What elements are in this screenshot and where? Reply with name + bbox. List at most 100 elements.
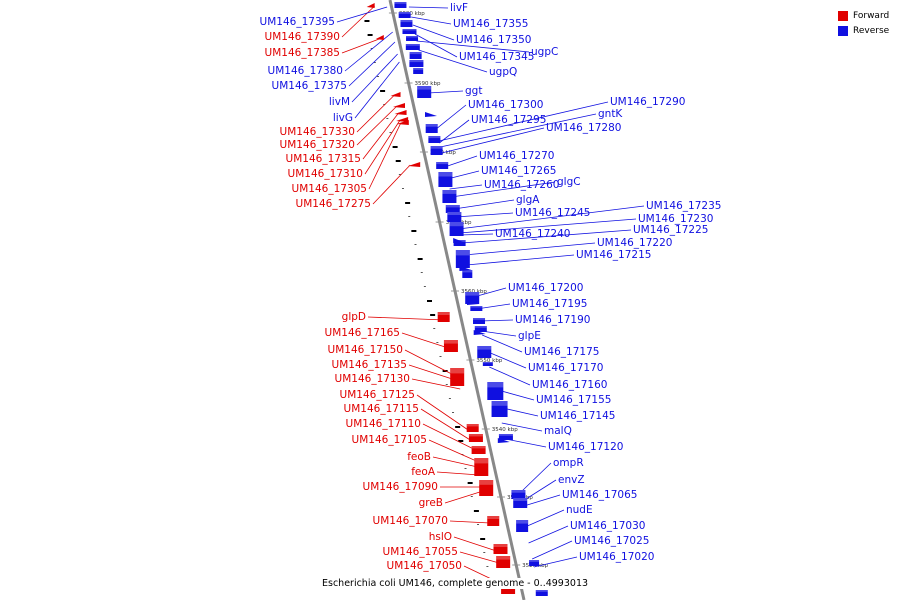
minor-feature-mark <box>405 202 411 204</box>
forward-feature <box>471 446 486 454</box>
reverse-feature <box>453 238 464 243</box>
leader-line <box>411 378 461 390</box>
leader-line <box>444 155 478 168</box>
gene-label: feoB <box>407 451 431 463</box>
gene-label: envZ <box>558 474 585 486</box>
reverse-feature <box>425 124 438 133</box>
gene-label: UM146_17135 <box>332 359 407 371</box>
forward-feature <box>437 312 450 322</box>
minor-feature-mark <box>464 468 467 469</box>
minor-feature-mark <box>414 244 417 245</box>
gene-label: glpD <box>342 311 366 323</box>
gene-label: UM146_17375 <box>272 80 347 92</box>
legend-label: Reverse <box>853 25 890 36</box>
reverse-feature <box>405 44 420 50</box>
forward-feature <box>474 458 489 476</box>
minor-feature-mark <box>420 272 423 273</box>
forward-feature <box>375 35 384 40</box>
minor-feature-mark <box>470 496 473 497</box>
leader-line <box>372 164 411 205</box>
reverse-feature <box>513 498 528 508</box>
forward-feature <box>450 368 465 386</box>
gene-label: UM146_17305 <box>292 183 367 195</box>
forward-feature <box>496 556 511 568</box>
gene-label: UM146_17390 <box>265 31 340 43</box>
legend-label: Forward <box>853 10 890 21</box>
reverse-feature <box>470 306 483 311</box>
leader-line <box>449 184 483 190</box>
minor-feature-mark <box>398 174 401 175</box>
minor-feature-mark <box>467 482 473 484</box>
leader-line <box>532 540 573 560</box>
leader-line <box>459 233 494 236</box>
gene-label: UM146_17170 <box>528 362 603 374</box>
gene-label: ggt <box>465 85 482 97</box>
reverse-feature <box>497 438 510 443</box>
leader-line <box>408 6 449 9</box>
leader-line <box>455 212 514 218</box>
reverse-feature <box>462 270 473 278</box>
minor-feature-mark <box>477 524 480 525</box>
gene-label: glgC <box>557 176 581 188</box>
leader-line <box>367 316 445 321</box>
leader-line <box>364 119 401 175</box>
minor-feature-mark <box>380 90 386 92</box>
reverse-swatch <box>838 25 848 36</box>
reverse-feature <box>511 490 526 499</box>
leader-line <box>528 525 569 544</box>
gene-label: UM146_17195 <box>512 298 587 310</box>
gene-label: ompR <box>553 457 584 469</box>
leader-line <box>517 462 552 496</box>
leader-line <box>464 242 596 256</box>
reverse-feature <box>455 250 470 268</box>
minor-feature-mark <box>376 76 379 77</box>
minor-feature-mark <box>452 412 455 413</box>
minor-feature-mark <box>408 216 411 217</box>
reverse-feature <box>473 318 486 324</box>
gene-label: UM146_17395 <box>260 16 335 28</box>
reverse-feature <box>442 190 457 203</box>
leader-line <box>458 205 645 230</box>
leader-line <box>533 556 578 568</box>
reverse-feature <box>400 20 413 27</box>
reverse-feature <box>406 36 419 41</box>
reverse-feature <box>529 560 540 566</box>
gene-label: UM146_17245 <box>515 207 590 219</box>
gene-label: malQ <box>544 425 572 437</box>
gene-label: UM146_17200 <box>508 282 583 294</box>
gene-label: UM146_17050 <box>387 560 462 572</box>
leader-line <box>418 49 488 73</box>
gene-label: UM146_17290 <box>610 96 685 108</box>
leader-line <box>444 490 484 504</box>
gene-label: UM146_17350 <box>456 34 531 46</box>
leader-line <box>524 509 565 528</box>
reverse-feature <box>402 29 417 34</box>
minor-feature-mark <box>386 118 389 119</box>
gene-label: UM146_17295 <box>471 114 546 126</box>
gene-label: UM146_17380 <box>268 65 343 77</box>
gene-label: feoA <box>411 466 436 478</box>
reverse-feature <box>482 362 493 366</box>
genome-backbone <box>388 0 526 600</box>
leader-line <box>362 112 399 160</box>
legend-item-reverse: Reverse <box>838 23 889 38</box>
tick-label: 3590 kbp <box>415 81 441 87</box>
reverse-feature <box>413 68 424 74</box>
leader-line <box>453 536 497 552</box>
leader-line <box>354 61 400 119</box>
forward-feature <box>493 544 508 554</box>
leader-line <box>356 94 395 133</box>
minor-feature-mark <box>480 538 486 540</box>
gene-label: UM146_17315 <box>286 153 361 165</box>
legend-item-forward: Forward <box>838 8 889 23</box>
tick-label: 3600 kbp <box>399 11 425 17</box>
reverse-feature <box>487 382 504 400</box>
leader-line <box>411 16 452 25</box>
gene-label: UM146_17025 <box>574 535 649 547</box>
reverse-feature <box>516 520 529 532</box>
gene-label: UM146_17155 <box>536 394 611 406</box>
gene-label: UM146_17150 <box>328 344 403 356</box>
reverse-feature <box>438 172 453 187</box>
reverse-feature <box>447 212 462 222</box>
